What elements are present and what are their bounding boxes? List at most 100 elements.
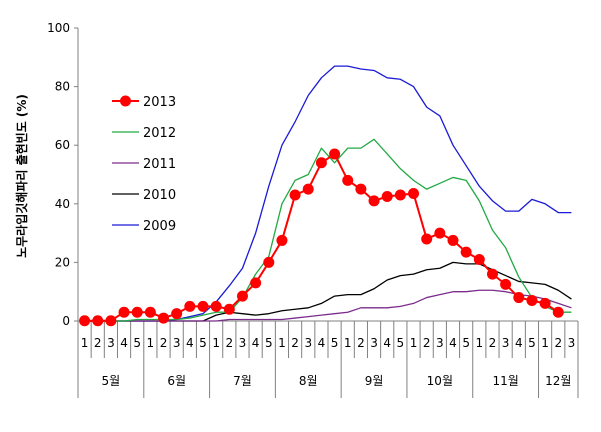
series-point-2013 [236, 290, 248, 302]
week-tick-label: 1 [344, 336, 352, 350]
month-label: 7월 [233, 374, 252, 388]
x-axis: 1 2 3 4 5 1 2 3 4 5 1 2 3 4 5 1 2 3 4 5 1 2 3 4 5 1 2 3 4 5 1 2 3 4 5 1 2 35월… [77, 320, 579, 398]
series-point-2013 [158, 312, 170, 324]
y-axis-label: 노무라입깃해파리 출현빈도 (%) [14, 94, 29, 258]
week-tick-label: 1 [81, 336, 89, 350]
y-tick-label: 40 [55, 197, 70, 211]
month-label: 5월 [102, 374, 121, 388]
week-tick-label: 1 [212, 336, 220, 350]
series-point-2013 [250, 277, 262, 289]
y-tick-label: 0 [62, 314, 70, 328]
series-point-2013 [79, 315, 91, 327]
week-tick-label: 1 [147, 336, 155, 350]
week-tick-label: 4 [449, 336, 457, 350]
series-point-2013 [500, 278, 512, 290]
week-tick-label: 1 [410, 336, 418, 350]
series-point-2013 [394, 189, 406, 201]
series-point-2013 [144, 306, 156, 318]
week-tick-label: 2 [423, 336, 431, 350]
series-point-2013 [92, 315, 104, 327]
series-point-2013 [263, 256, 275, 268]
month-label: 6월 [167, 374, 186, 388]
series-point-2013 [184, 300, 196, 312]
week-tick-label: 2 [160, 336, 168, 350]
series-point-2013 [539, 297, 551, 309]
week-tick-label: 5 [265, 336, 273, 350]
series-point-2013 [302, 183, 314, 195]
week-tick-label: 4 [318, 336, 326, 350]
series-layer [79, 65, 572, 327]
month-label: 8월 [299, 374, 318, 388]
week-tick-label: 4 [186, 336, 194, 350]
legend-label-2013: 2013 [143, 95, 176, 110]
week-tick-label: 2 [291, 336, 299, 350]
week-tick-label: 5 [528, 336, 536, 350]
series-point-2013 [118, 306, 130, 318]
month-label: 9월 [365, 374, 384, 388]
series-point-2013 [342, 174, 354, 186]
week-tick-label: 3 [370, 336, 378, 350]
month-label: 10월 [427, 374, 453, 388]
series-point-2013 [526, 294, 538, 306]
week-tick-label: 3 [436, 336, 444, 350]
week-tick-label: 3 [107, 336, 115, 350]
series-point-2013 [434, 227, 446, 239]
week-tick-label: 4 [383, 336, 391, 350]
month-label: 11월 [492, 374, 518, 388]
week-tick-label: 5 [199, 336, 207, 350]
y-tick-label: 20 [55, 255, 70, 269]
series-point-2013 [408, 188, 420, 200]
series-point-2013 [552, 306, 564, 318]
week-tick-label: 4 [120, 336, 128, 350]
week-tick-label: 5 [331, 336, 339, 350]
series-line-2013 [84, 152, 559, 322]
week-tick-label: 5 [462, 336, 470, 350]
series-point-2013 [421, 233, 433, 245]
week-tick-label: 2 [357, 336, 365, 350]
legend-label-2011: 2011 [143, 157, 176, 172]
week-tick-label: 1 [475, 336, 483, 350]
week-tick-label: 5 [397, 336, 405, 350]
week-tick-label: 3 [304, 336, 312, 350]
week-tick-label: 1 [278, 336, 286, 350]
week-tick-label: 4 [515, 336, 523, 350]
legend: 2013 2012 2011 2010 2009 [112, 95, 176, 234]
series-point-2013 [368, 195, 380, 207]
week-tick-label: 3 [173, 336, 181, 350]
series-point-2013 [473, 253, 485, 265]
legend-label-2012: 2012 [143, 126, 176, 141]
week-tick-label: 1 [541, 336, 549, 350]
series-point-2013 [210, 300, 222, 312]
y-tick-label: 60 [55, 138, 70, 152]
series-point-2013 [447, 234, 459, 246]
series-point-2013 [381, 190, 393, 202]
week-tick-label: 3 [239, 336, 247, 350]
series-line-2010 [84, 261, 572, 322]
legend-marker-2013 [120, 95, 131, 107]
legend-label-2010: 2010 [143, 188, 176, 203]
week-tick-label: 4 [252, 336, 260, 350]
week-tick-label: 3 [568, 336, 576, 350]
week-tick-label: 2 [489, 336, 497, 350]
y-tick-label: 100 [47, 21, 70, 35]
week-tick-label: 5 [133, 336, 141, 350]
series-point-2013 [197, 300, 209, 312]
week-tick-label: 2 [225, 336, 233, 350]
series-point-2013 [105, 315, 117, 327]
series-point-2013 [171, 308, 183, 320]
series-point-2013 [486, 268, 498, 280]
series-point-2013 [289, 189, 301, 201]
y-axis: 0 20 40 60 80 100 [47, 21, 79, 328]
series-point-2013 [460, 246, 472, 258]
week-tick-label: 2 [94, 336, 102, 350]
series-point-2013 [355, 183, 367, 195]
y-tick-label: 80 [55, 80, 70, 94]
series-point-2013 [131, 306, 143, 318]
series-point-2013 [329, 148, 341, 160]
series-point-2013 [223, 303, 235, 315]
week-tick-label: 3 [502, 336, 510, 350]
week-tick-label: 2 [554, 336, 562, 350]
series-point-2013 [315, 157, 327, 169]
series-point-2013 [513, 292, 525, 304]
